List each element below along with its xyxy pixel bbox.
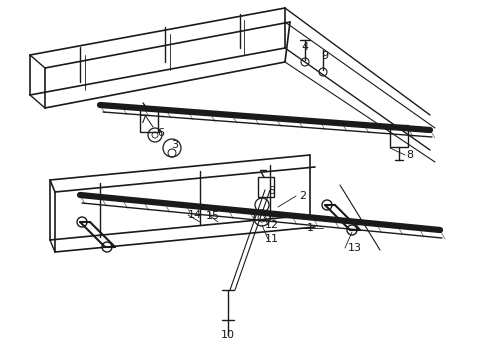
- Text: 3: 3: [172, 140, 178, 150]
- Text: 14: 14: [188, 210, 202, 220]
- Text: 15: 15: [206, 211, 220, 221]
- Text: 11: 11: [265, 234, 279, 244]
- Text: 6: 6: [157, 128, 165, 138]
- Bar: [258, 177, 274, 197]
- Bar: [390, 125, 408, 147]
- Text: 10: 10: [221, 330, 235, 340]
- Text: 13: 13: [348, 243, 362, 253]
- Text: 1: 1: [307, 223, 314, 233]
- Text: 7: 7: [140, 115, 147, 125]
- Text: 4: 4: [301, 42, 309, 52]
- Text: 2: 2: [299, 191, 307, 201]
- Text: 12: 12: [265, 220, 279, 230]
- Text: 9: 9: [321, 51, 329, 61]
- Text: 5: 5: [269, 186, 275, 196]
- Text: 8: 8: [406, 150, 414, 160]
- Bar: [140, 110, 158, 132]
